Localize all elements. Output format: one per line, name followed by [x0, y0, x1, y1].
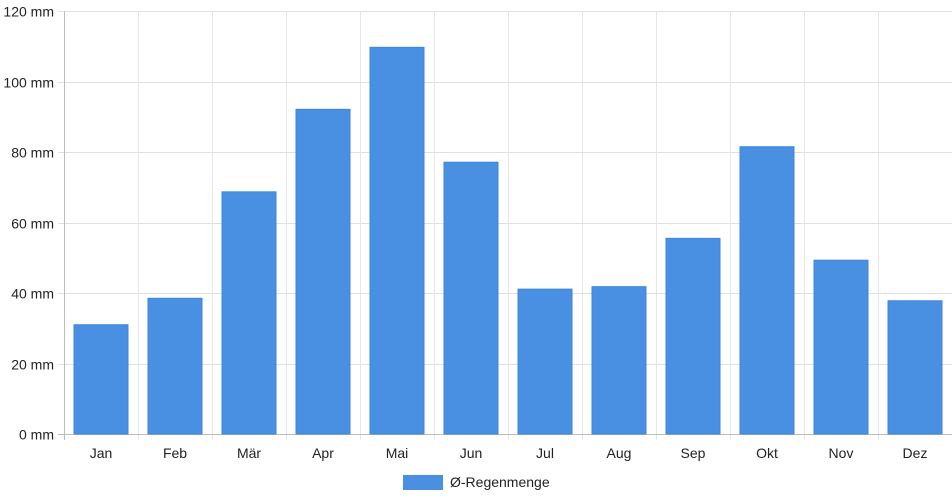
bars — [73, 46, 943, 435]
bar-mär[interactable] — [221, 191, 277, 435]
bar-aug[interactable] — [591, 286, 647, 435]
x-tick-label: Sep — [681, 445, 706, 461]
bar-jun[interactable] — [443, 161, 499, 435]
x-tick-label: Mai — [386, 445, 409, 461]
grid-lines — [58, 11, 952, 440]
bar-nov[interactable] — [813, 259, 869, 435]
legend[interactable]: Ø-Regenmenge — [403, 474, 550, 490]
bar-dez[interactable] — [887, 300, 943, 435]
x-tick-label: Okt — [756, 445, 778, 461]
bar-jan[interactable] — [73, 324, 129, 435]
bar-feb[interactable] — [147, 297, 203, 435]
x-tick-label: Aug — [607, 445, 632, 461]
x-tick-label: Jan — [90, 445, 113, 461]
axes — [58, 11, 952, 440]
bar-mai[interactable] — [369, 46, 425, 435]
x-tick-label: Feb — [163, 445, 187, 461]
x-tick-label: Apr — [312, 445, 334, 461]
x-tick-label: Nov — [829, 445, 854, 461]
x-tick-label: Jun — [460, 445, 483, 461]
x-tick-labels: Jan Feb Mär Apr Mai Jun Jul Aug Sep Okt Nov Dez — [90, 445, 928, 461]
x-tick-label: Dez — [903, 445, 928, 461]
y-tick-labels: 0 mm 20 mm 40 mm 60 mm 80 mm 100 mm 120 mm — [3, 4, 54, 443]
bar-jul[interactable] — [517, 288, 573, 435]
y-tick-label: 80 mm — [11, 145, 54, 161]
y-tick-label: 120 mm — [3, 4, 54, 20]
x-tick-label: Mär — [237, 445, 261, 461]
y-tick-label: 100 mm — [3, 75, 54, 91]
bar-okt[interactable] — [739, 146, 795, 435]
legend-label[interactable]: Ø-Regenmenge — [450, 474, 550, 490]
y-tick-label: 40 mm — [11, 286, 54, 302]
y-tick-label: 20 mm — [11, 357, 54, 373]
bar-apr[interactable] — [295, 108, 351, 435]
y-tick-label: 60 mm — [11, 216, 54, 232]
y-tick-label: 0 mm — [19, 427, 54, 443]
legend-swatch[interactable] — [403, 475, 443, 490]
bar-sep[interactable] — [665, 237, 721, 435]
x-tick-label: Jul — [536, 445, 554, 461]
